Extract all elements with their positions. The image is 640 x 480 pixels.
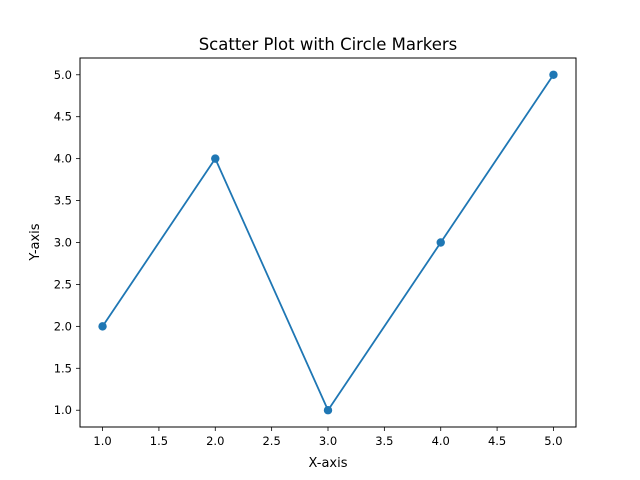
x-tick-label: 4.0	[432, 434, 450, 448]
data-point	[323, 406, 333, 415]
y-tick-label: 1.5	[54, 361, 72, 375]
y-tick-label: 2.0	[54, 319, 72, 333]
x-tick-label: 3.5	[375, 434, 393, 448]
y-tick-label: 3.5	[54, 194, 72, 208]
data-point	[436, 238, 445, 247]
x-tick-label: 1.5	[150, 434, 168, 448]
y-tick-label: 2.5	[54, 277, 72, 291]
y-tick-label: 4.5	[54, 110, 72, 124]
y-tick-label: 5.0	[54, 68, 72, 82]
data-point	[98, 322, 107, 331]
y-axis: 1.0 1.5 2.0 2.5 3.0 3.5 4.0 4.5 5.0	[54, 68, 80, 417]
y-axis-label: Y-axis	[28, 223, 43, 261]
x-tick-label: 5.0	[544, 434, 562, 448]
x-axis-label: X-axis	[309, 456, 348, 471]
x-tick-label: 4.5	[488, 434, 506, 448]
x-tick-label: 2.5	[262, 434, 280, 448]
chart-title: Scatter Plot with Circle Markers	[199, 35, 458, 54]
data-point	[549, 70, 558, 79]
y-tick-label: 3.0	[54, 236, 72, 250]
y-tick-label: 1.0	[54, 403, 72, 417]
y-tick-label: 4.0	[54, 152, 72, 166]
x-axis: 1.0 1.5 2.0 2.5 3.0 3.5 4.0 4.5 5.0	[93, 427, 563, 448]
x-tick-label: 2.0	[206, 434, 224, 448]
plot-area	[98, 70, 558, 415]
data-point	[211, 154, 220, 163]
x-tick-label: 3.0	[319, 434, 337, 448]
x-tick-label: 1.0	[93, 434, 111, 448]
